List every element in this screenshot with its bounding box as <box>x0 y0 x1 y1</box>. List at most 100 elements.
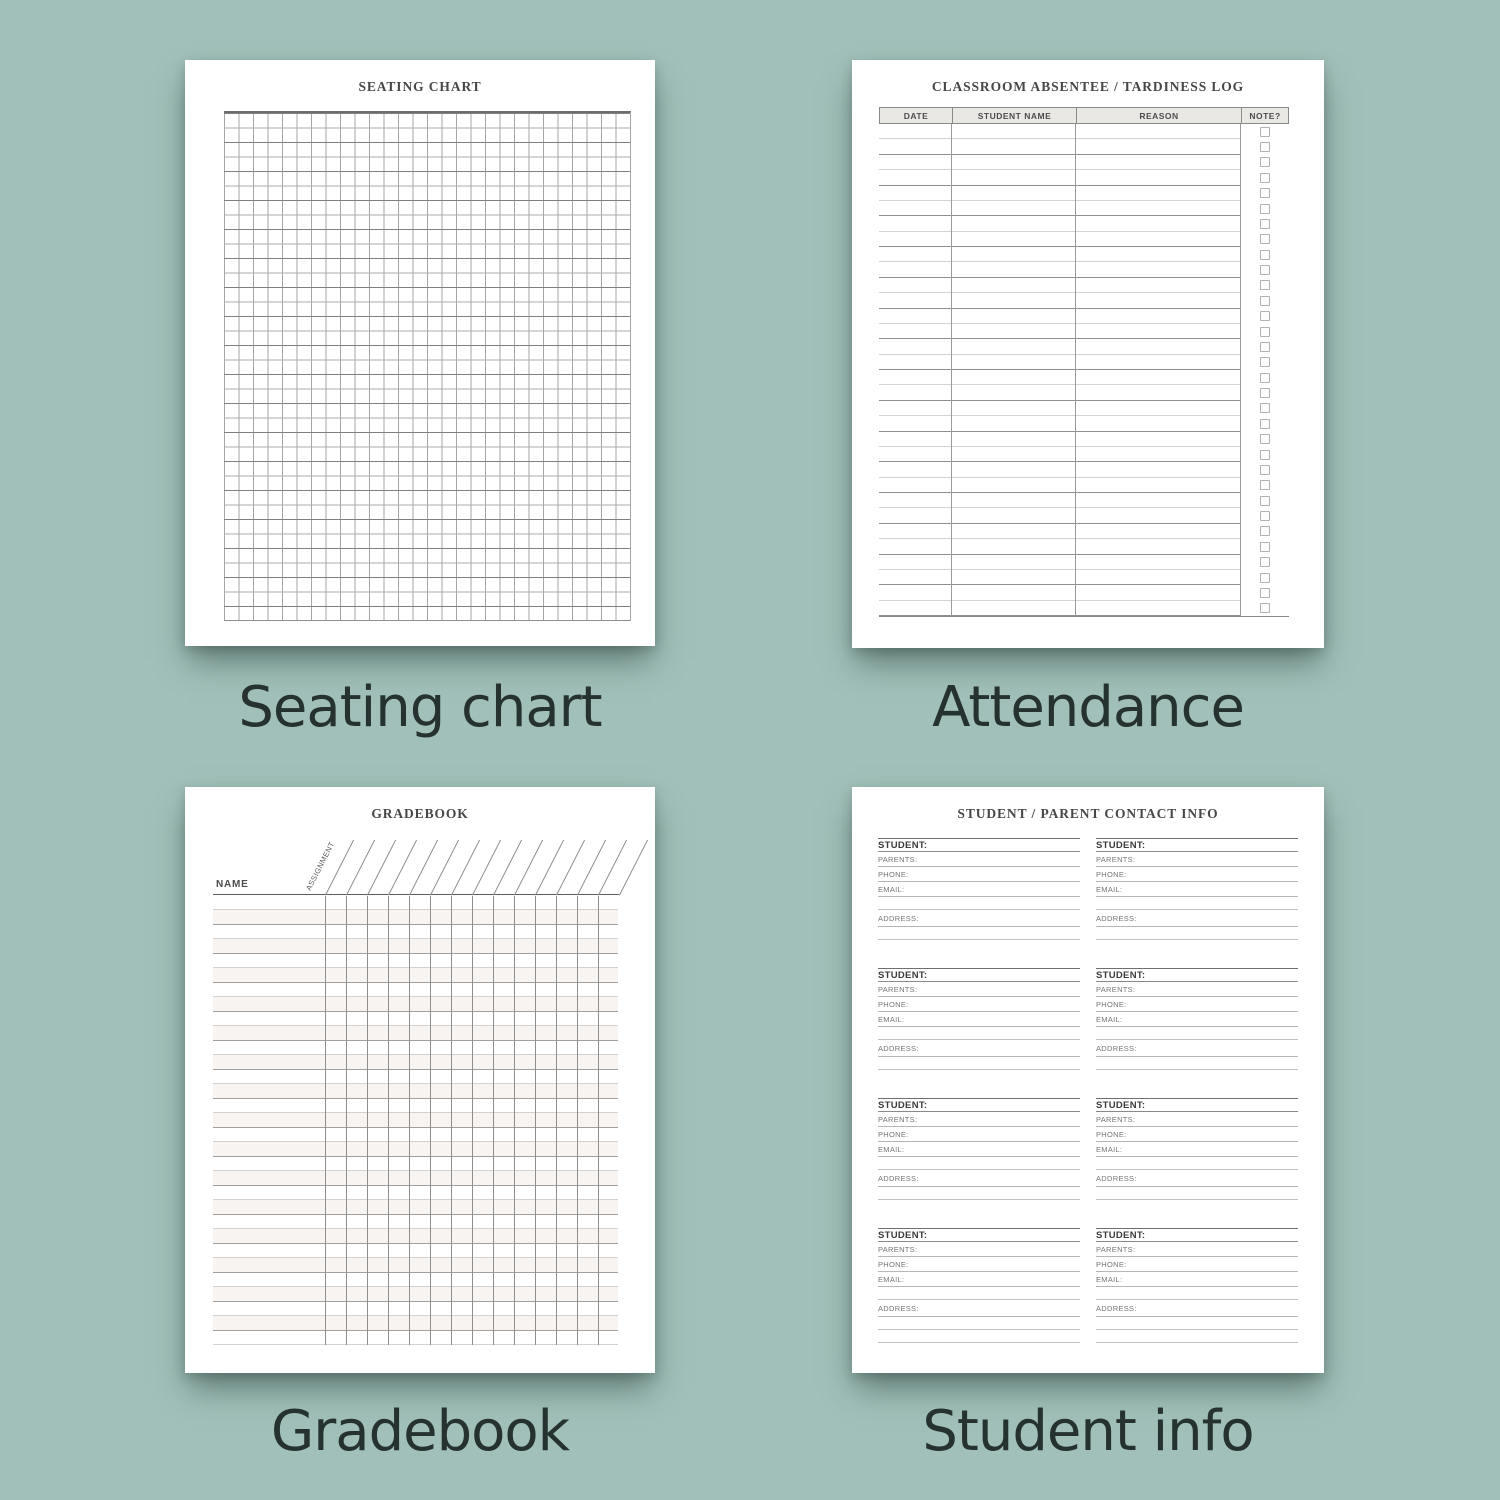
student-label: STUDENT: <box>1096 839 1146 851</box>
note-checkbox <box>1259 249 1270 260</box>
note-checkbox-cell <box>1240 124 1289 139</box>
phone-label: PHONE: <box>878 869 909 879</box>
attendance-column-divider <box>1240 124 1241 616</box>
email-field: EMAIL: <box>1096 1012 1298 1027</box>
parents-field: PARENTS: <box>1096 982 1298 997</box>
note-checkbox-cell <box>1240 385 1289 400</box>
gradebook-row <box>213 939 618 954</box>
parents-field: PARENTS: <box>1096 1242 1298 1257</box>
address-field: ADDRESS: <box>1096 1040 1298 1057</box>
student-field: STUDENT: <box>878 1098 1080 1112</box>
parents-label: PARENTS: <box>1096 1244 1136 1254</box>
blank-line <box>1096 927 1298 940</box>
column-header-reason: REASON <box>1076 108 1241 123</box>
gradebook-row <box>213 1215 618 1229</box>
parents-label: PARENTS: <box>878 1244 918 1254</box>
gradebook-row <box>213 1244 618 1258</box>
email-label: EMAIL: <box>878 1274 905 1284</box>
blank-line <box>1096 1057 1298 1070</box>
gradebook-row <box>213 1186 618 1200</box>
address-label: ADDRESS: <box>1096 1173 1137 1183</box>
blank-line <box>878 1187 1080 1200</box>
address-label: ADDRESS: <box>878 1303 919 1313</box>
blank-line <box>878 1317 1080 1330</box>
parents-label: PARENTS: <box>1096 1114 1136 1124</box>
gradebook-grid-line <box>514 895 515 1345</box>
note-checkbox-cell <box>1240 416 1289 431</box>
attendance-caption: Attendance <box>932 675 1245 740</box>
attendance-row <box>879 555 1240 570</box>
phone-label: PHONE: <box>878 999 909 1009</box>
note-checkbox-cell <box>1240 186 1289 201</box>
note-checkbox <box>1259 480 1270 491</box>
note-checkbox-cell <box>1240 262 1289 277</box>
note-checkbox-cell <box>1240 309 1289 324</box>
attendance-row <box>879 201 1240 217</box>
gradebook-caption: Gradebook <box>270 1399 570 1464</box>
gradebook-row <box>213 1099 618 1113</box>
gradebook-row <box>213 1026 618 1041</box>
phone-field: PHONE: <box>878 867 1080 882</box>
note-checkbox <box>1259 157 1270 168</box>
address-field: ADDRESS: <box>878 910 1080 927</box>
student-field: STUDENT: <box>1096 838 1298 852</box>
address-label: ADDRESS: <box>1096 1043 1137 1053</box>
attendance-column-divider <box>951 124 952 616</box>
attendance-row <box>879 570 1240 586</box>
student-label: STUDENT: <box>878 969 928 981</box>
gradebook-row <box>213 983 618 997</box>
phone-field: PHONE: <box>878 997 1080 1012</box>
note-checkbox-cell <box>1240 508 1289 523</box>
column-header-date: DATE <box>903 110 929 121</box>
note-checkbox <box>1259 603 1270 614</box>
gradebook-row <box>213 1229 618 1244</box>
phone-field: PHONE: <box>1096 1127 1298 1142</box>
note-checkbox <box>1259 218 1270 229</box>
blank-line <box>878 897 1080 910</box>
parents-field: PARENTS: <box>878 852 1080 867</box>
student-contact-block: STUDENT: PARENTS: PHONE: EMAIL: ADDRESS: <box>1096 1098 1298 1200</box>
note-checkbox-cell <box>1240 293 1289 308</box>
note-checkbox <box>1259 403 1270 414</box>
student-label: STUDENT: <box>1096 969 1146 981</box>
gradebook-grid-line <box>346 895 347 1345</box>
attendance-row <box>879 585 1240 601</box>
gradebook-row <box>213 1331 618 1345</box>
attendance-row <box>879 293 1240 309</box>
email-label: EMAIL: <box>1096 1144 1123 1154</box>
parents-label: PARENTS: <box>878 1114 918 1124</box>
gradebook-grid-line <box>598 895 599 1345</box>
note-checkbox-cell <box>1240 370 1289 385</box>
attendance-row <box>879 462 1240 478</box>
attendance-row <box>879 262 1240 278</box>
email-field: EMAIL: <box>1096 882 1298 897</box>
parents-field: PARENTS: <box>878 1242 1080 1257</box>
seating-chart-page: SEATING CHART <box>185 60 655 646</box>
attendance-page: CLASSROOM ABSENTEE / TARDINESS LOG DATE S… <box>852 60 1324 648</box>
student-contact-block: STUDENT: PARENTS: PHONE: EMAIL: ADDRESS: <box>878 968 1080 1070</box>
note-checkbox <box>1259 541 1270 552</box>
note-checkbox-cell <box>1240 524 1289 539</box>
student-contact-block: STUDENT: PARENTS: PHONE: EMAIL: ADDRESS: <box>878 1098 1080 1200</box>
gradebook-title: GRADEBOOK <box>371 806 469 821</box>
attendance-row <box>879 601 1240 616</box>
note-checkbox-cell <box>1240 355 1289 370</box>
note-checkbox-cell <box>1240 155 1289 170</box>
email-field: EMAIL: <box>878 1272 1080 1287</box>
address-label: ADDRESS: <box>878 1173 919 1183</box>
attendance-column-divider <box>1075 124 1076 616</box>
blank-line <box>878 1027 1080 1040</box>
seating-chart-caption: Seating chart <box>238 675 602 740</box>
blank-line <box>878 1287 1080 1300</box>
phone-label: PHONE: <box>1096 999 1127 1009</box>
gradebook-row <box>213 1113 618 1128</box>
blank-line <box>1096 1287 1298 1300</box>
gradebook-grid-line <box>556 895 557 1345</box>
note-checkbox-cell <box>1240 478 1289 493</box>
gradebook-row <box>213 1055 618 1070</box>
student-contact-block: STUDENT: PARENTS: PHONE: EMAIL: ADDRESS: <box>878 1228 1080 1343</box>
attendance-row <box>879 416 1240 432</box>
email-field: EMAIL: <box>878 1012 1080 1027</box>
note-checkbox-cell <box>1240 201 1289 216</box>
email-field: EMAIL: <box>1096 1272 1298 1287</box>
